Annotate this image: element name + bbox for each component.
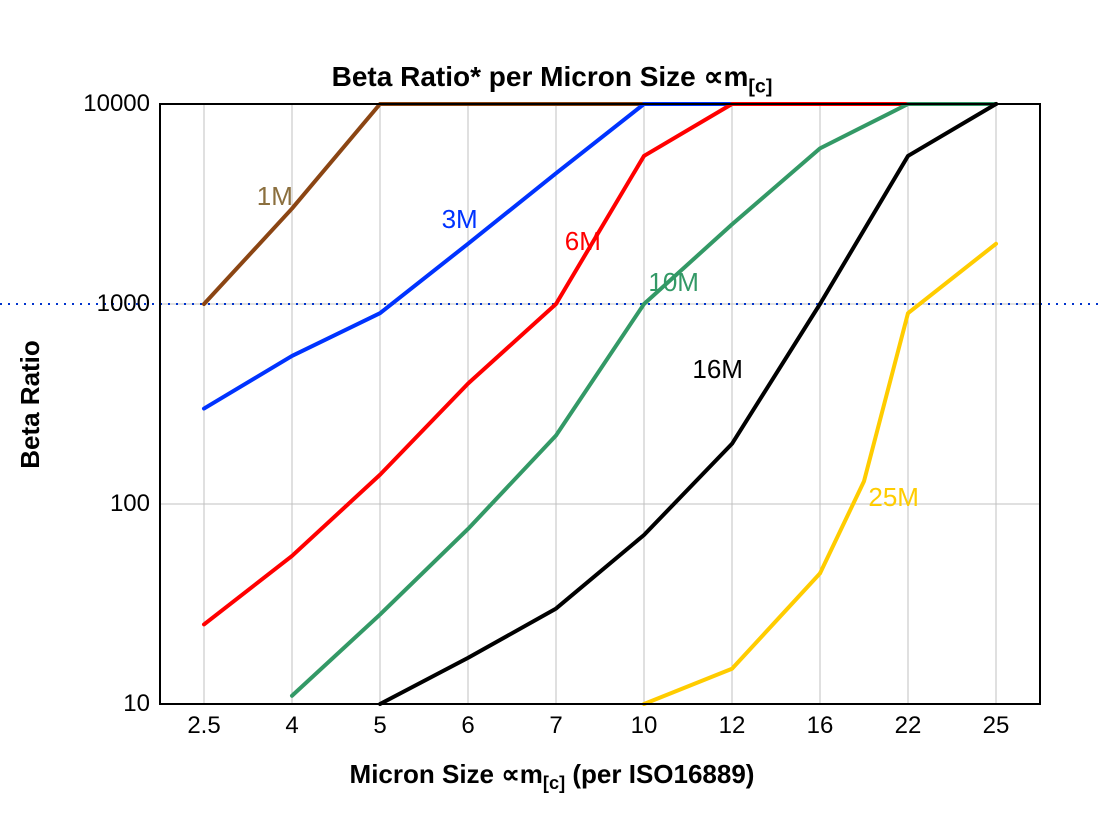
x-tick-label: 25 <box>966 712 1026 740</box>
y-tick-label: 10 <box>123 690 150 718</box>
x-tick-label: 2.5 <box>174 712 234 740</box>
y-tick-label: 1000 <box>97 290 150 318</box>
series-label-25M: 25M <box>868 482 919 513</box>
plot-area <box>0 0 1104 824</box>
x-tick-label: 12 <box>702 712 762 740</box>
x-tick-label: 16 <box>790 712 850 740</box>
x-tick-label: 22 <box>878 712 938 740</box>
y-tick-label: 10000 <box>83 90 150 118</box>
series-label-16M: 16M <box>692 354 743 385</box>
x-tick-label: 7 <box>526 712 586 740</box>
series-label-6M: 6M <box>565 226 601 257</box>
beta-ratio-chart: Beta Ratio* per Micron Size ∝m[c] Beta R… <box>0 0 1104 824</box>
x-tick-label: 4 <box>262 712 322 740</box>
series-label-3M: 3M <box>442 204 478 235</box>
x-tick-label: 10 <box>614 712 674 740</box>
x-tick-label: 5 <box>350 712 410 740</box>
series-label-1M: 1M <box>257 181 293 212</box>
series-label-10M: 10M <box>648 267 699 298</box>
x-tick-label: 6 <box>438 712 498 740</box>
y-tick-label: 100 <box>110 490 150 518</box>
